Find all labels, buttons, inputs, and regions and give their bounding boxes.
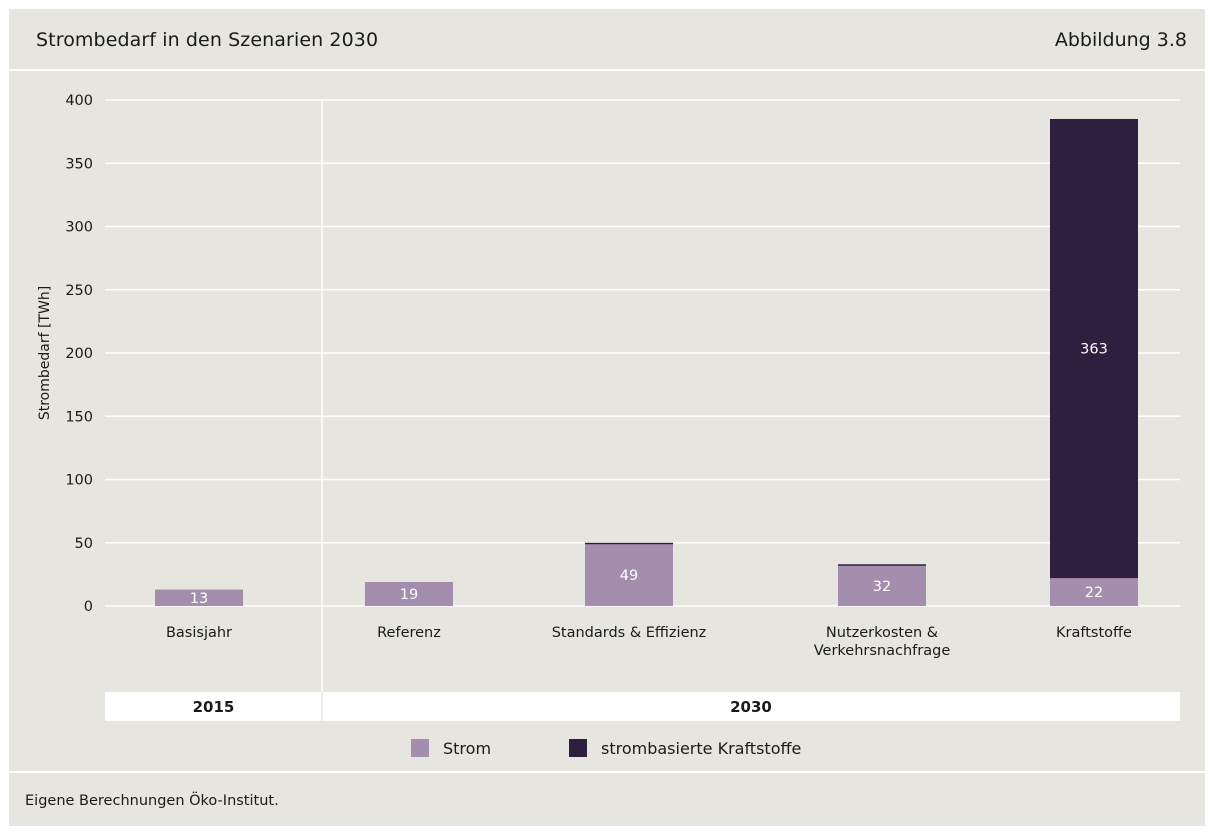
y-axis-label: Strombedarf [TWh] [37,286,53,420]
figure-number: Abbildung 3.8 [1054,29,1187,51]
legend: Strom strombasierte Kraftstoffe [411,739,801,758]
legend-item-strom-swatch [411,739,429,757]
data-label: 49 [620,568,638,584]
bar-kraftstoffe [1050,118,1138,579]
legend-item-kraftstoffe-label: strombasierte Kraftstoffe [601,739,801,758]
bar-kraftstoffe [585,542,673,545]
data-label: 22 [1085,585,1103,601]
y-axis: 0 50 100 150 200 250 300 350 400 Strombedarf [TWh… [37,93,93,615]
bar-strom [1050,578,1138,606]
data-label: 363 [1080,342,1108,358]
y-tick-label: 350 [65,156,93,172]
category-label: Nutzerkosten & [826,625,938,641]
group-label-2015: 2015 [193,698,235,716]
figure-footer: Eigene Berechnungen Öko-Institut. [9,773,1205,826]
y-tick-label: 150 [65,409,93,425]
stacked-bar-chart: 0 50 100 150 200 250 300 350 400 Strombedarf [TWh… [37,93,1180,758]
group-band: 2015 2030 [105,692,1180,721]
chart-title: Strombedarf in den Szenarien 2030 [36,29,379,51]
category-label: Basisjahr [166,625,232,641]
bar-kraftstoffe [838,564,926,566]
bar-strom [838,565,926,606]
bars [155,118,1138,606]
bar-strom [585,544,673,606]
legend-item-kraftstoffe-swatch [569,739,587,757]
chart-area: 0 50 100 150 200 250 300 350 400 Strombedarf [TWh… [9,71,1205,771]
data-label: 13 [190,591,208,607]
data-labels: 13 19 49 32 22 363 [190,342,1108,607]
group-band-background [105,692,1180,721]
category-label: Referenz [377,625,441,641]
source-note: Eigene Berechnungen Öko-Institut. [25,793,279,809]
bar-strom [365,581,453,606]
figure-header: Strombedarf in den Szenarien 2030 Abbild… [9,9,1205,69]
y-tick-label: 0 [84,599,93,615]
y-tick-label: 300 [65,220,93,236]
y-tick-label: 250 [65,283,93,299]
category-label: Standards & Effizienz [552,625,707,641]
category-label: Verkehrsnachfrage [814,643,951,659]
category-label: Kraftstoffe [1056,625,1132,641]
y-tick-label: 50 [75,536,93,552]
data-label: 19 [400,587,418,603]
legend-item-strom-label: Strom [443,739,491,758]
gridlines [105,99,1180,721]
y-tick-label: 100 [65,473,93,489]
y-tick-label: 400 [65,93,93,109]
category-labels: Basisjahr Referenz Standards & Effizienz Nu… [166,625,1132,659]
y-tick-label: 200 [65,346,93,362]
bar-strom [155,589,243,606]
data-label: 32 [873,579,891,595]
figure-frame: Strombedarf in den Szenarien 2030 Abbild… [9,9,1205,826]
group-label-2030: 2030 [730,698,772,716]
